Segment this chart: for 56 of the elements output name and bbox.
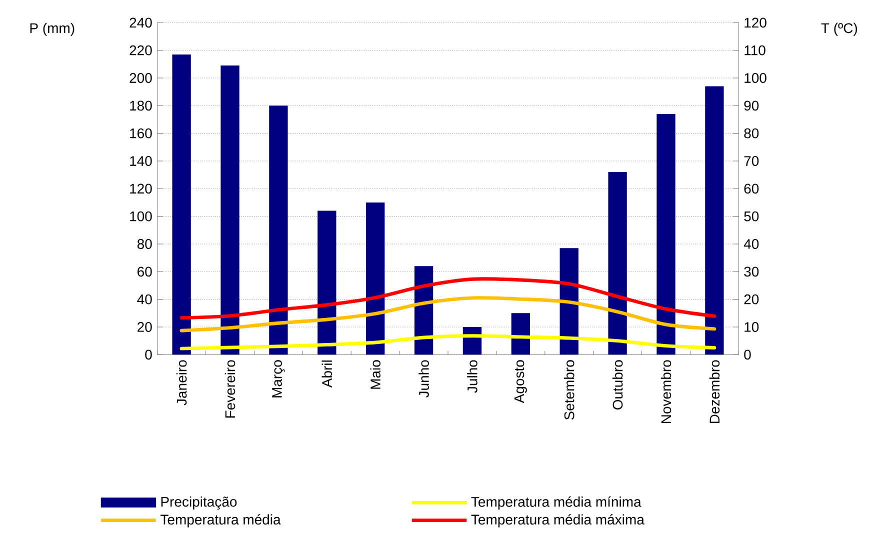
y-tick-label: 100 [130,211,152,222]
bar [318,210,336,355]
bar [608,172,627,355]
bar [366,202,385,355]
x-tick-label: Fevereiro [224,360,236,418]
x-tick-label: Março [272,360,285,398]
legend-label: Temperatura média mínima [471,496,642,510]
y-tick-label: 160 [130,128,152,138]
y2-axis-title: T (ºC) [821,22,858,36]
x-tick-label: Abril [322,360,332,388]
line-series [180,296,716,332]
y2-tick-label: 20 [744,294,759,304]
y-tick-label: 220 [130,45,152,56]
y-tick-label: 240 [130,18,152,28]
y-tick-label: 200 [130,73,152,83]
y-tick-label: 60 [138,266,152,277]
y-axis-title: P (mm) [30,22,74,36]
x-tick-label: Novembro [660,360,672,424]
bar [511,313,530,355]
y2-tick-label: 70 [744,156,759,166]
y-tick-label: 140 [130,156,152,166]
y-tick-label: 40 [137,294,152,304]
y2-tick-label: 30 [744,266,759,277]
y2-tick-label: 90 [744,100,759,111]
y-tick-label: 0 [145,350,152,360]
x-tick-label: Setembro [564,360,574,420]
y2-tick-label: 120 [744,18,766,28]
y-tick-label: 120 [130,184,152,194]
legend-label: Precipitação [161,496,237,510]
bar [172,54,191,355]
y2-tick-label: 100 [744,73,766,83]
legend-label: Temperatura média [160,514,281,528]
y2-tick-label: 50 [744,211,759,222]
x-tick-label: Agosto [514,360,527,404]
bar [220,66,240,355]
x-tick-label: Janeiro [176,360,187,406]
y2-tick-label: 40 [744,239,759,249]
x-tick-label: Outubro [612,360,623,410]
y2-tick-label: 80 [744,128,759,138]
bar [269,106,288,355]
y2-tick-label: 60 [744,184,759,194]
line-series [180,277,716,320]
y-tick-label: 20 [138,322,152,332]
legend-label: Temperatura média máxima [471,514,644,528]
y-tick-label: 180 [130,100,152,111]
y2-tick-label: 110 [744,45,766,56]
bar [705,86,724,355]
bar [656,114,676,355]
y-tick-label: 80 [137,239,152,249]
x-tick-label: Julho [467,360,478,393]
y2-tick-label: 0 [744,350,751,360]
line-series [180,334,716,350]
x-tick-label: Dezembro [709,360,720,424]
x-tick-label: Junho [418,360,429,398]
y2-tick-label: 10 [744,322,759,332]
x-tick-label: Maio [370,360,380,389]
